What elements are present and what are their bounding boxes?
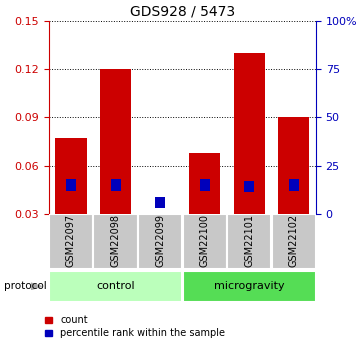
Legend: count, percentile rank within the sample: count, percentile rank within the sample (44, 315, 225, 338)
Bar (56, 138, 87, 214)
Text: protocol: protocol (4, 282, 46, 291)
Polygon shape (31, 283, 42, 290)
Text: GSM22101: GSM22101 (244, 214, 254, 267)
Bar (271, 214, 316, 269)
Text: GSM22097: GSM22097 (66, 214, 76, 267)
Bar (93, 214, 138, 269)
Bar (183, 271, 316, 302)
Bar (100, 69, 131, 214)
Text: GSM22102: GSM22102 (288, 214, 299, 267)
Text: GSM22100: GSM22100 (200, 214, 210, 267)
Text: microgravity: microgravity (214, 281, 284, 290)
Bar (49, 271, 182, 302)
Text: GSM22099: GSM22099 (155, 214, 165, 267)
Bar (138, 214, 182, 269)
Bar (234, 53, 265, 214)
Bar (183, 214, 227, 269)
Bar (278, 117, 309, 214)
Title: GDS928 / 5473: GDS928 / 5473 (130, 4, 235, 18)
Bar (110, 179, 121, 190)
Text: GSM22098: GSM22098 (110, 214, 121, 267)
Bar (289, 179, 299, 190)
Bar (66, 179, 76, 190)
Bar (244, 181, 254, 192)
Bar (227, 214, 271, 269)
Bar (155, 197, 165, 208)
Bar (49, 214, 93, 269)
Bar (189, 153, 220, 214)
Text: control: control (96, 281, 135, 290)
Bar (200, 179, 209, 190)
